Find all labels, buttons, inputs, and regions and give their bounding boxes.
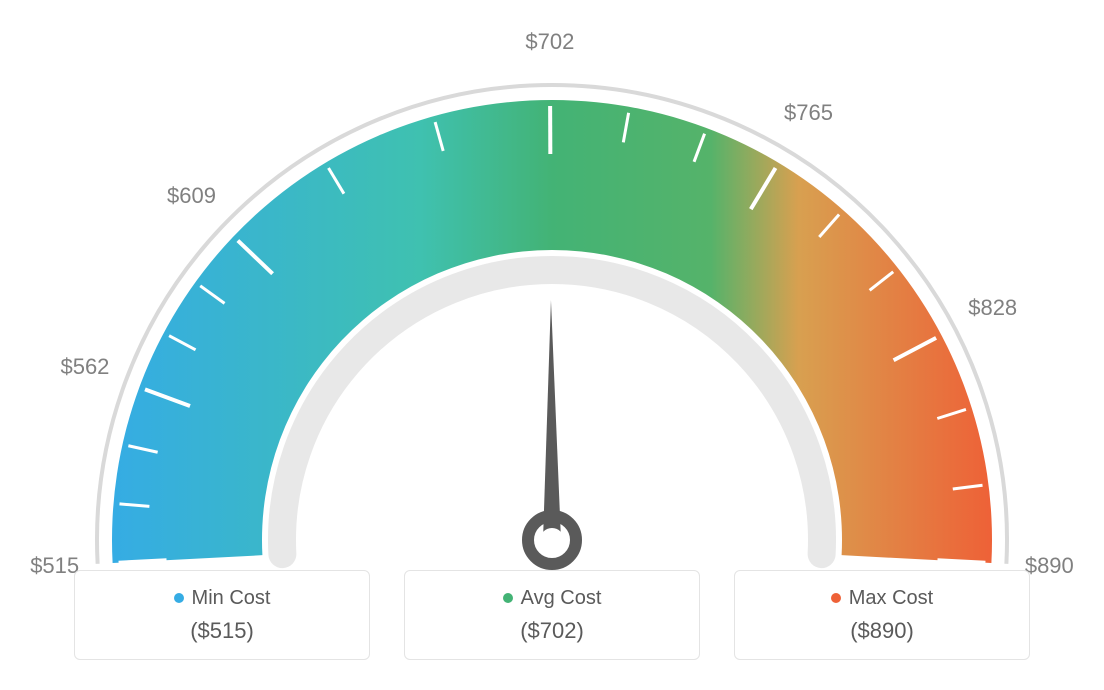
gauge-tick-label: $702 [525,29,574,55]
legend-min-label: Min Cost [192,587,271,610]
gauge-tick-label: $562 [60,354,109,380]
legend-min-value: ($515) [190,618,254,644]
gauge-tick-label: $828 [968,295,1017,321]
dot-max [831,593,841,603]
legend-avg-value: ($702) [520,618,584,644]
legend-avg-label: Avg Cost [521,587,602,610]
dot-avg [503,593,513,603]
gauge-chart: $515$562$609$702$765$828$890 [52,0,1052,560]
gauge-svg [52,40,1052,600]
legend-min: Min Cost ($515) [74,570,370,660]
gauge-tick-label: $890 [1025,553,1074,579]
gauge-tick-label: $609 [167,183,216,209]
legend-avg: Avg Cost ($702) [404,570,700,660]
legend-max-value: ($890) [850,618,914,644]
gauge-tick-label: $765 [784,100,833,126]
gauge-tick-label: $515 [30,553,79,579]
legend-row: Min Cost ($515) Avg Cost ($702) Max Cost… [74,570,1030,660]
legend-max-label: Max Cost [849,587,933,610]
legend-max: Max Cost ($890) [734,570,1030,660]
dot-min [174,593,184,603]
